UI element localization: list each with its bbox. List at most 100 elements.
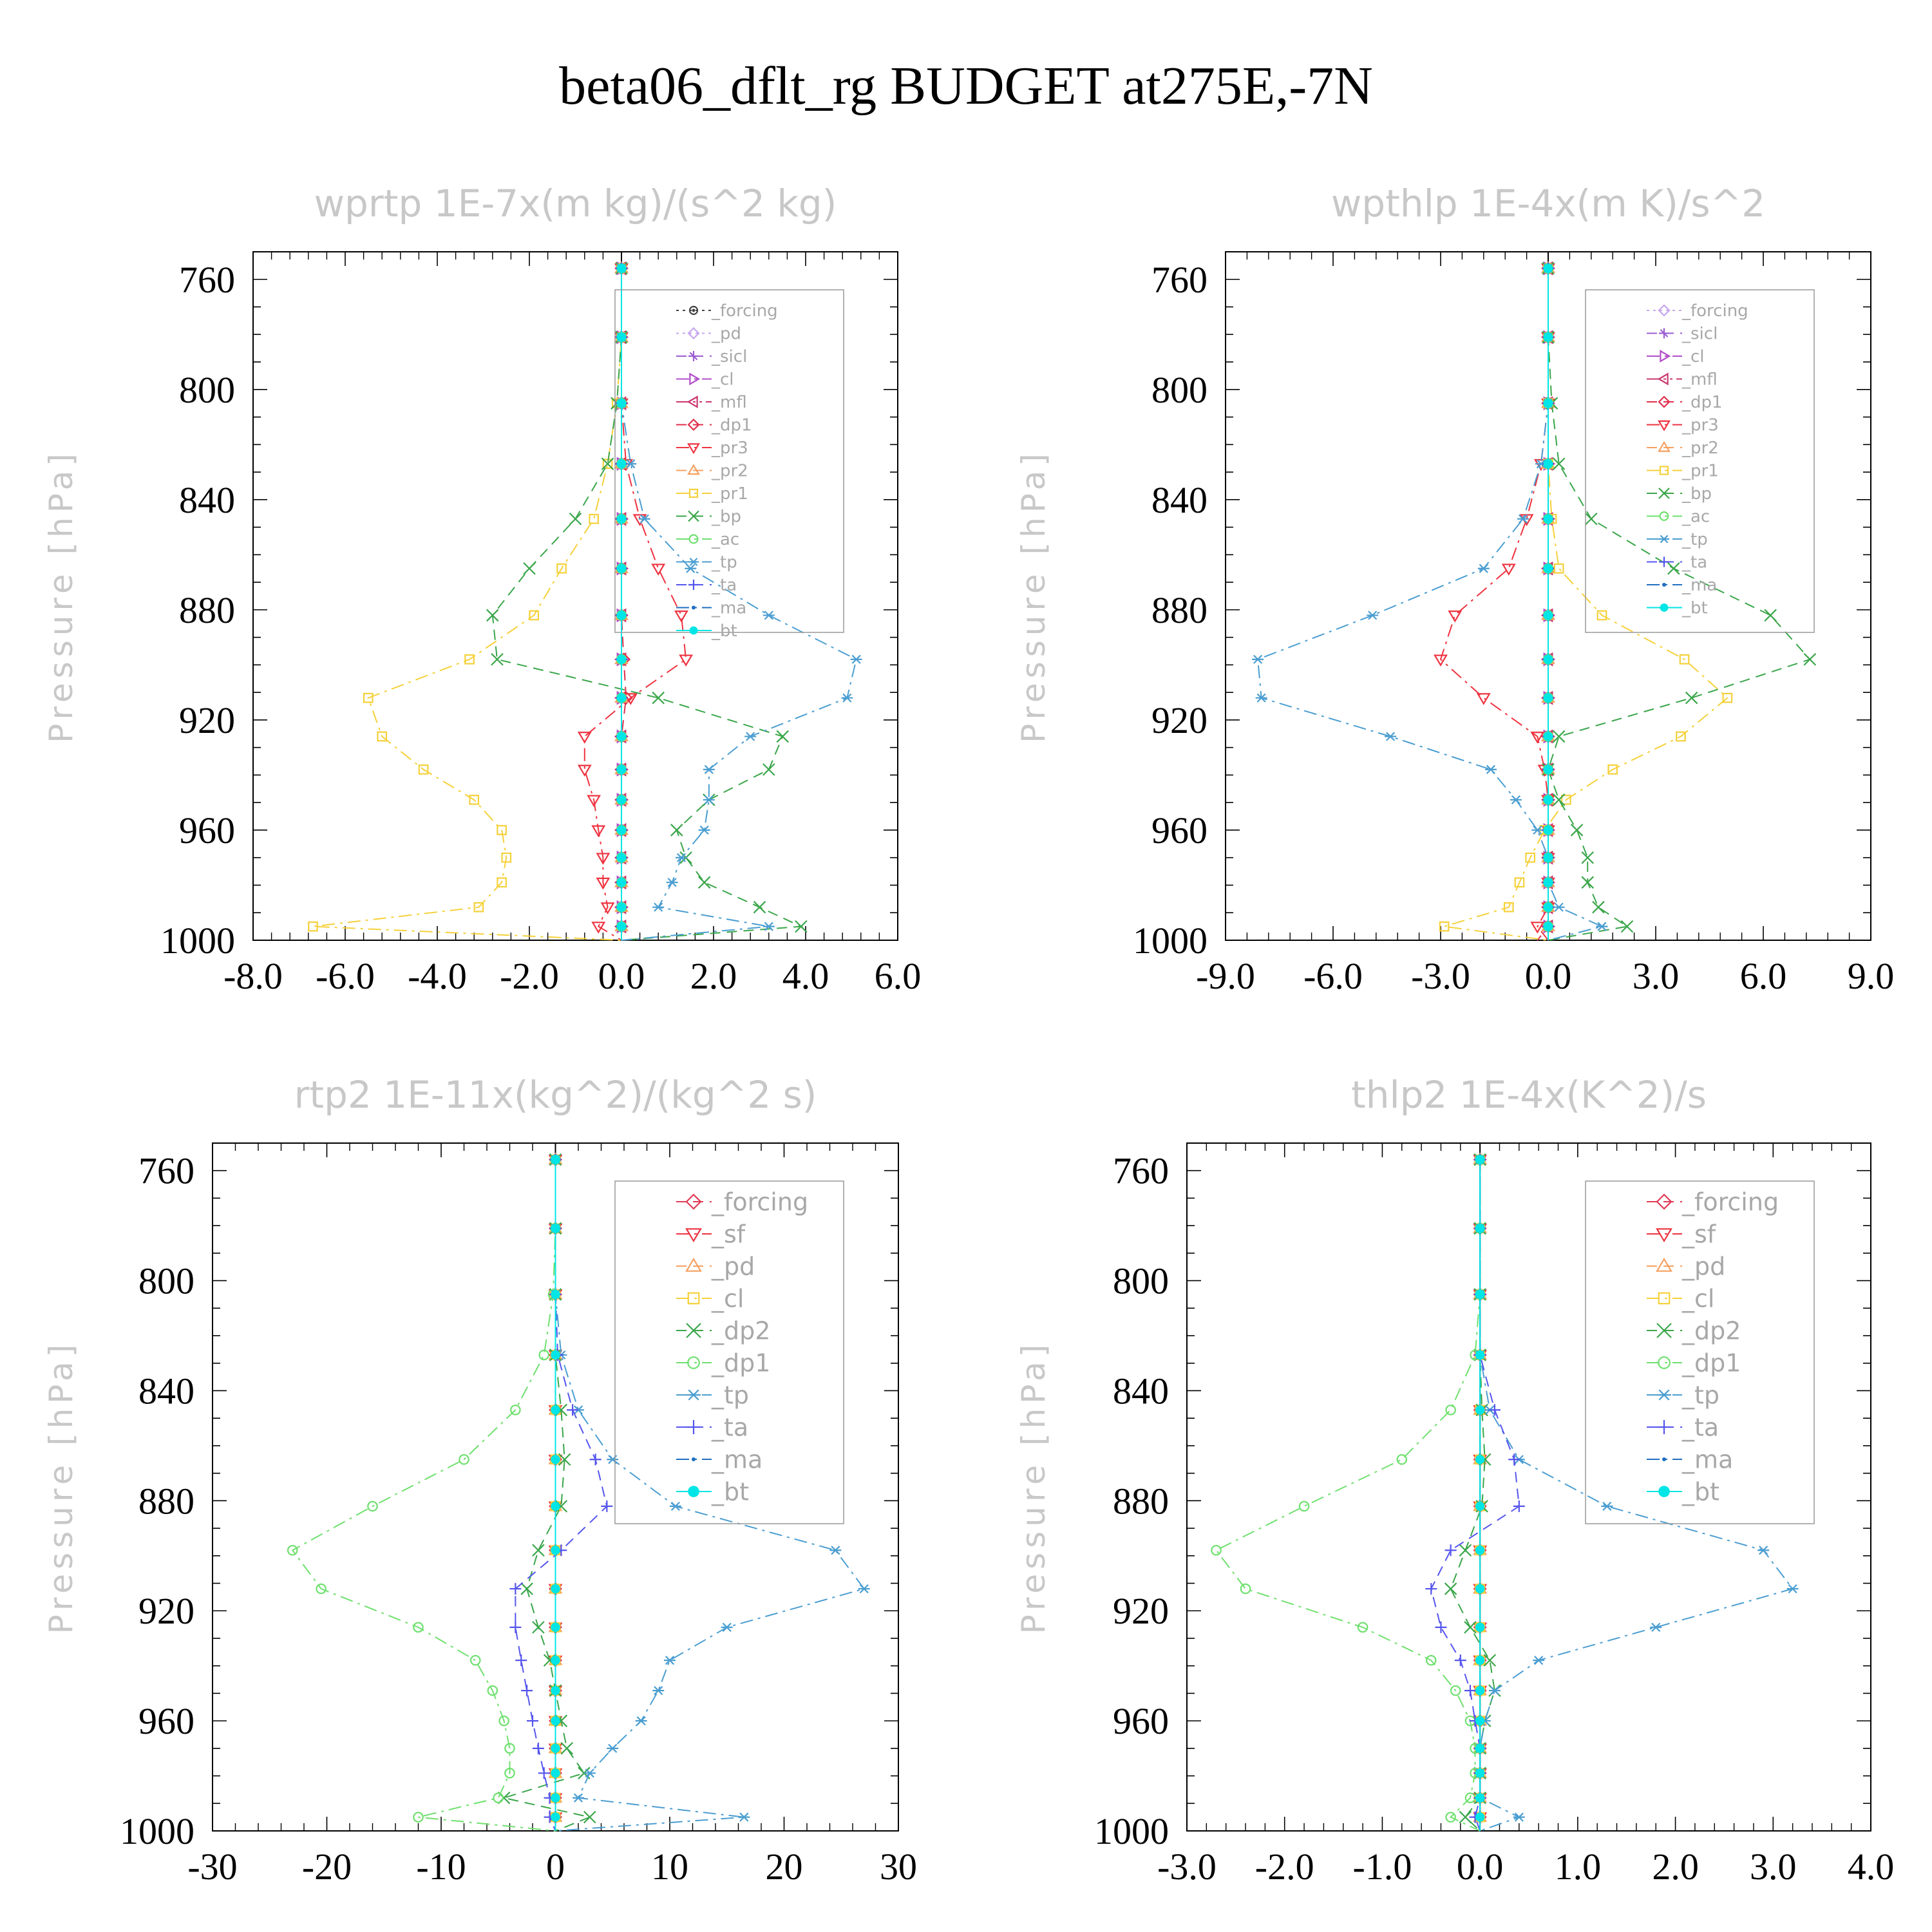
legend-marker [1659,556,1669,567]
x-tick-label: -8.0 [223,955,283,997]
data-point [551,1224,560,1233]
data-point [666,878,678,887]
data-point [1475,1793,1485,1803]
data-point [829,1546,842,1555]
legend-marker [688,558,699,566]
legend-marker [1660,603,1669,612]
legend-marker [1656,1257,1672,1272]
data-point [529,610,540,621]
data-point [1357,1622,1368,1633]
series-line [621,268,627,940]
series-mfl [614,261,627,940]
legend-marker [1658,304,1671,317]
data-point [1514,877,1525,888]
legend-marker [685,1193,702,1210]
data-point [464,654,475,665]
data-point [591,825,606,838]
data-point [1592,900,1605,914]
legend-marker [688,488,699,498]
series-line [621,268,857,941]
data-point [721,1622,733,1632]
series-line [515,1159,608,1832]
data-point [697,876,711,889]
x-tick-label: 3.0 [1750,1846,1797,1888]
series-line [1450,1159,1495,1832]
data-point [1764,609,1777,622]
data-point [1448,611,1463,623]
data-point [1488,1686,1501,1696]
x-tick-label: -20 [302,1846,352,1888]
data-point [551,1812,560,1822]
x-tick-label: -4.0 [408,955,467,997]
legend-label: _dp2 [711,1316,770,1345]
legend-marker [1659,466,1669,475]
series-bp [1542,261,1817,941]
data-point [532,1621,545,1634]
x-tick-label: 0.0 [598,955,645,997]
data-point [1396,1454,1408,1465]
data-point [776,730,790,743]
data-point [1543,853,1553,862]
panel-title: rtp2 1E-11x(kg^2)/(kg^2 s) [294,1073,817,1117]
legend-label: _cl [1681,347,1705,366]
data-point [1475,1716,1485,1726]
data-point [703,764,715,774]
data-point [551,1501,560,1511]
y-tick-label: 960 [1113,1700,1169,1742]
data-point [493,1792,504,1804]
data-point [1475,1155,1485,1164]
data-point [1211,1544,1222,1556]
data-point [532,1742,544,1754]
data-point [1581,876,1595,889]
series-bt [1543,263,1553,940]
x-tick-label: 6.0 [875,955,922,997]
series-ta [1425,1153,1525,1832]
data-point [600,902,615,914]
y-tick-label: 1000 [1133,920,1208,961]
legend-label: _ma [1681,1445,1733,1473]
legend-marker [688,1486,699,1497]
legend-label: _tp [1681,1381,1719,1409]
data-point [596,853,611,865]
y-tick-label: 800 [1113,1260,1169,1302]
data-point [551,1685,560,1696]
data-point [1475,1350,1485,1360]
data-point [498,1715,509,1727]
data-point [1464,1621,1477,1634]
data-point [558,1453,571,1466]
data-point [1553,563,1564,574]
data-point [1543,514,1553,524]
legend-marker [687,443,700,455]
legend-marker [1656,1193,1672,1210]
legend-box [1585,1180,1815,1524]
data-point [1476,693,1491,705]
legend-marker [687,1420,701,1434]
series-dp2 [497,1153,596,1832]
data-point [520,1582,533,1595]
data-point [1255,693,1267,703]
legend-marker [1659,328,1669,339]
series-line [491,268,804,941]
legend-label: _bt [1681,599,1708,618]
y-axis-label: Pressure [hPa] [1015,449,1052,743]
data-point [1543,878,1553,887]
legend-label: _mfl [1681,370,1718,390]
y-tick-label: 800 [1151,369,1208,411]
data-point [308,921,318,932]
figure-title: beta06_dflt_rg BUDGET at275E,-7N [559,56,1373,116]
series-line [554,1159,866,1832]
data-point [1543,764,1553,775]
data-point [1434,654,1448,667]
series-line [1479,1159,1794,1832]
data-point [1676,731,1686,742]
data-point [1445,1405,1456,1416]
legend-marker [1659,511,1669,521]
data-point [652,1686,665,1696]
data-point [616,853,627,862]
series-line [583,268,687,941]
legend-box [614,1180,844,1524]
x-tick-label: 1.0 [1555,1846,1602,1888]
legend-label: _tp [1681,530,1708,549]
legend-marker [689,626,698,635]
y-tick-label: 840 [1151,479,1208,521]
